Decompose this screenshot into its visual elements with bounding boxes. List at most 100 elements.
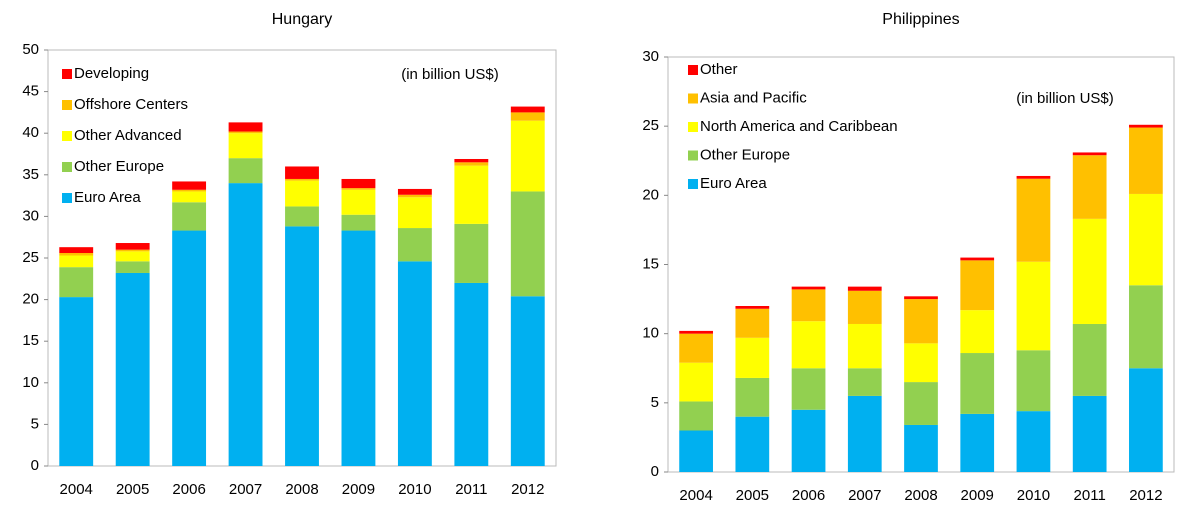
y-tick-label: 0: [31, 457, 39, 474]
x-tick-label: 2012: [1129, 487, 1162, 504]
legend-swatch: [688, 93, 698, 104]
bar-segment: [228, 158, 263, 184]
legend-label: Developing: [74, 65, 149, 82]
x-tick-label: 2009: [961, 487, 994, 504]
bar-segment: [115, 249, 150, 252]
legend-label: Other Europe: [74, 158, 164, 175]
bar-segment: [172, 181, 207, 190]
bar-segment: [172, 230, 207, 466]
bar-segment: [1072, 395, 1107, 472]
bar-segment: [679, 362, 713, 402]
bar-segment: [59, 255, 94, 268]
bar-segment: [791, 289, 826, 322]
y-tick-label: 10: [642, 325, 659, 342]
bar-segment: [735, 306, 770, 309]
bar-segment: [285, 178, 319, 181]
bar-segment: [904, 296, 938, 300]
bar-segment: [904, 424, 938, 472]
y-tick-label: 15: [642, 255, 659, 272]
bar-segment: [341, 189, 376, 215]
bar-segment: [172, 202, 207, 231]
legend-label: Other Europe: [700, 146, 790, 163]
bar-segment: [791, 286, 826, 290]
bar-segment: [397, 188, 432, 195]
bar-segment: [341, 188, 376, 190]
x-tick-label: 2005: [116, 481, 149, 498]
legend-swatch: [688, 150, 698, 161]
bar-segment: [172, 189, 207, 192]
legend-label: Asia and Pacific: [700, 89, 807, 106]
x-tick-label: 2007: [229, 481, 262, 498]
x-tick-label: 2006: [792, 487, 825, 504]
bar-segment: [960, 353, 995, 414]
legend-label: Euro Area: [700, 175, 767, 192]
bar-segment: [115, 261, 150, 273]
bar-segment: [341, 178, 376, 189]
y-tick-label: 5: [31, 415, 39, 432]
bar-segment: [397, 228, 432, 262]
bar-segment: [228, 122, 263, 132]
bar-segment: [1072, 155, 1107, 219]
bar-segment: [285, 166, 319, 179]
annotation: (in billion US$): [401, 66, 499, 83]
y-tick-label: 0: [651, 463, 659, 480]
bar-segment: [454, 223, 489, 283]
bar-segment: [1016, 261, 1051, 351]
bar-segment: [397, 197, 432, 229]
bar-segment: [847, 395, 882, 472]
y-tick-label: 15: [22, 332, 39, 349]
y-tick-label: 25: [22, 249, 39, 266]
bar-segment: [510, 296, 545, 466]
bar-segment: [454, 165, 489, 224]
bar-segment: [510, 112, 545, 121]
legend-label: Offshore Centers: [74, 96, 188, 113]
bar-segment: [791, 368, 826, 410]
bar-segment: [1129, 127, 1163, 194]
bar-segment: [397, 194, 432, 198]
bar-segment: [341, 230, 376, 466]
x-tick-label: 2004: [679, 487, 712, 504]
x-tick-label: 2011: [455, 481, 487, 498]
bar-segment: [59, 267, 94, 298]
bar-segment: [1016, 178, 1051, 262]
x-tick-label: 2011: [1074, 487, 1106, 504]
y-tick-label: 30: [22, 207, 39, 224]
y-tick-label: 20: [22, 291, 39, 308]
bar-segment: [847, 368, 882, 396]
bar-segment: [228, 183, 263, 466]
bar-segment: [228, 133, 263, 159]
bar-segment: [1129, 124, 1163, 128]
bar-segment: [510, 120, 545, 192]
annotation: (in billion US$): [1016, 90, 1114, 107]
legend-swatch: [62, 131, 72, 141]
bar-segment: [735, 308, 770, 338]
chart-title: Philippines: [882, 11, 959, 28]
x-tick-label: 2008: [904, 487, 937, 504]
bar-segment: [1129, 368, 1163, 472]
bar-segment: [1016, 411, 1051, 472]
bar-segment: [904, 382, 938, 425]
x-tick-label: 2006: [172, 481, 205, 498]
bar-segment: [791, 409, 826, 472]
bar-segment: [115, 243, 150, 250]
x-tick-label: 2012: [511, 481, 544, 498]
y-tick-label: 25: [642, 117, 659, 134]
y-tick-label: 10: [22, 374, 39, 391]
bar-segment: [791, 321, 826, 369]
bar-segment: [115, 251, 150, 262]
bar-segment: [115, 272, 150, 466]
x-tick-label: 2008: [285, 481, 318, 498]
legend-label: Other: [700, 61, 738, 78]
x-tick-label: 2010: [398, 481, 431, 498]
bar-segment: [454, 162, 489, 166]
legend-label: Other Advanced: [74, 127, 182, 144]
bar-segment: [1129, 285, 1163, 369]
bar-segment: [960, 257, 995, 261]
bar-segment: [679, 430, 713, 472]
x-tick-label: 2007: [848, 487, 881, 504]
bar-segment: [59, 253, 94, 256]
x-tick-label: 2010: [1017, 487, 1050, 504]
bar-segment: [679, 333, 713, 363]
legend-swatch: [688, 122, 698, 132]
bar-segment: [960, 413, 995, 472]
